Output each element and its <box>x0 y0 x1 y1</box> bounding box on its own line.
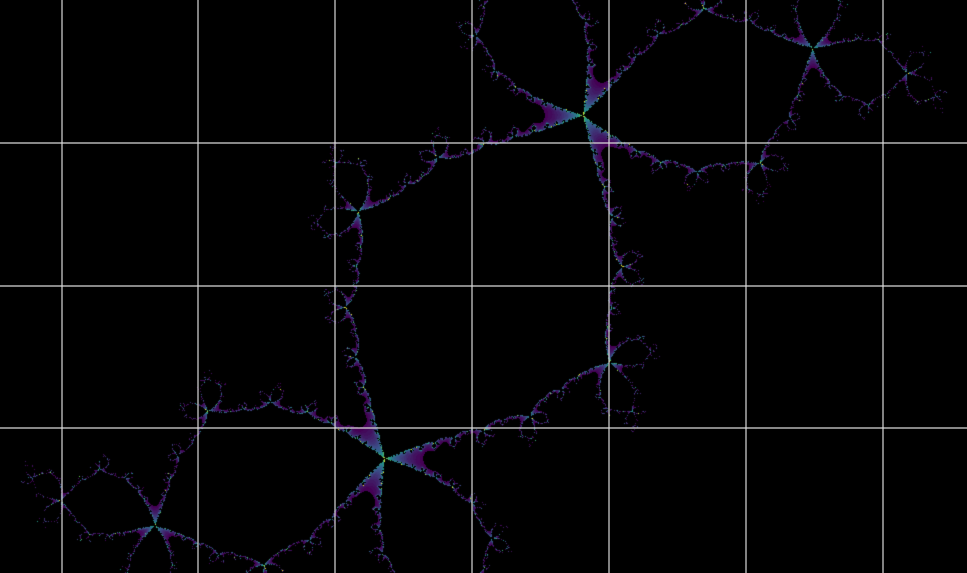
fractal-canvas <box>0 0 967 573</box>
fractal-viewport[interactable] <box>0 0 967 573</box>
